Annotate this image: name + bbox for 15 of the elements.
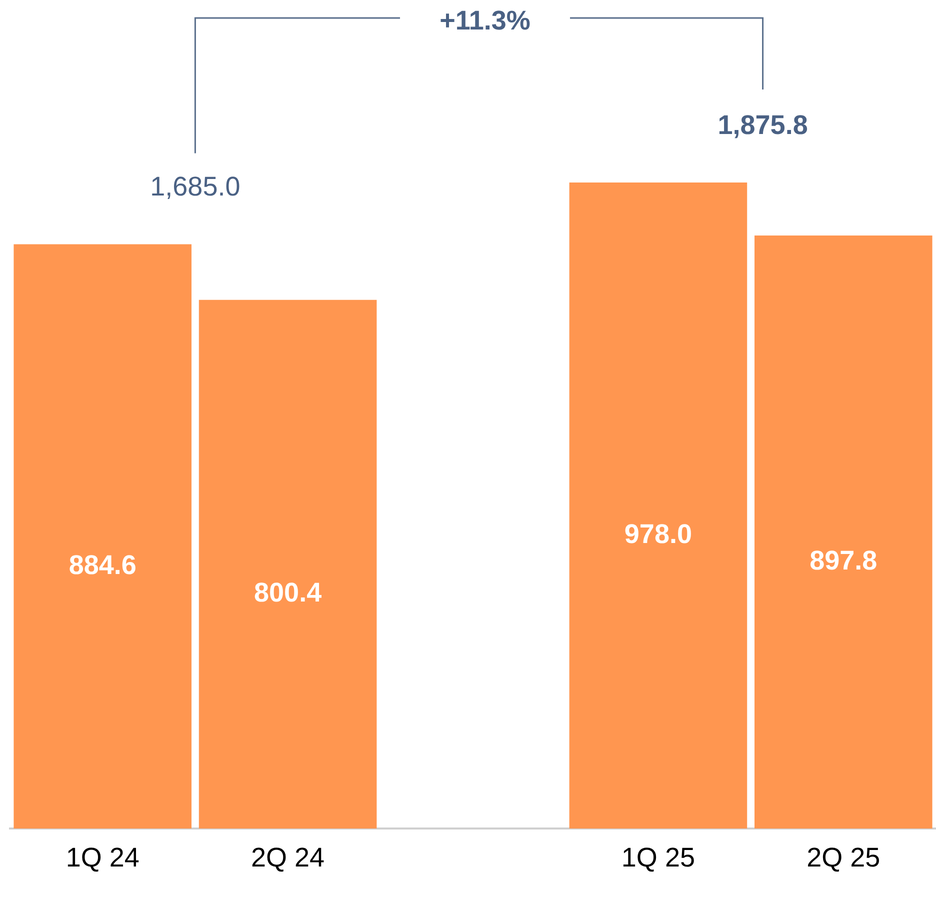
bar bbox=[754, 236, 932, 829]
text: 1,875.8 bbox=[718, 110, 808, 140]
x-tick-label: 1Q 24 bbox=[66, 842, 140, 872]
x-tick-label: 1Q 25 bbox=[621, 842, 695, 872]
bar bbox=[198, 300, 377, 829]
annotation: 1,685.0 bbox=[150, 172, 240, 202]
bar bbox=[569, 182, 748, 829]
bar bbox=[14, 244, 192, 829]
text: +11.3% bbox=[440, 5, 530, 36]
data-label: 884.6 bbox=[68, 550, 136, 580]
x-tick-label: 2Q 24 bbox=[251, 842, 325, 872]
data-label: 800.4 bbox=[254, 578, 322, 608]
data-label: 897.8 bbox=[810, 546, 878, 576]
data-label: 978.0 bbox=[624, 519, 692, 550]
x-tick-label: 2Q 25 bbox=[806, 842, 880, 872]
